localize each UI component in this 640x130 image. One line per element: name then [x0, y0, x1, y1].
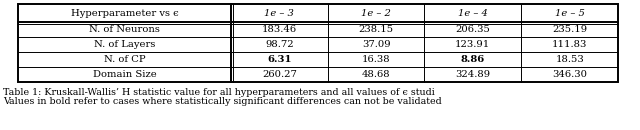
- Text: Table 1: Kruskall-Wallis’ H statistic value for all hyperparameters and all valu: Table 1: Kruskall-Wallis’ H statistic va…: [3, 88, 435, 97]
- Text: 346.30: 346.30: [552, 70, 587, 79]
- Text: 1e – 2: 1e – 2: [361, 8, 391, 18]
- Text: Values in bold refer to cases where statistically significant differences can no: Values in bold refer to cases where stat…: [3, 97, 442, 106]
- Text: 16.38: 16.38: [362, 55, 390, 64]
- Text: N. of Layers: N. of Layers: [94, 40, 155, 49]
- Text: 1e – 4: 1e – 4: [458, 8, 488, 18]
- Text: 206.35: 206.35: [456, 25, 490, 34]
- Text: N. of CP: N. of CP: [104, 55, 145, 64]
- Text: 111.83: 111.83: [552, 40, 588, 49]
- Text: N. of Neurons: N. of Neurons: [89, 25, 160, 34]
- Text: 235.19: 235.19: [552, 25, 587, 34]
- Text: 324.89: 324.89: [455, 70, 490, 79]
- Text: 6.31: 6.31: [267, 55, 292, 64]
- Text: 98.72: 98.72: [265, 40, 294, 49]
- Text: 1e – 3: 1e – 3: [264, 8, 294, 18]
- Text: 260.27: 260.27: [262, 70, 297, 79]
- Text: 48.68: 48.68: [362, 70, 390, 79]
- Text: 183.46: 183.46: [262, 25, 297, 34]
- Text: 238.15: 238.15: [358, 25, 394, 34]
- Text: 1e – 5: 1e – 5: [555, 8, 584, 18]
- Text: 8.86: 8.86: [461, 55, 485, 64]
- Text: Hyperparameter vs ϵ: Hyperparameter vs ϵ: [70, 8, 179, 18]
- Bar: [18, 4, 618, 82]
- Text: 18.53: 18.53: [556, 55, 584, 64]
- Text: 123.91: 123.91: [455, 40, 490, 49]
- Text: 37.09: 37.09: [362, 40, 390, 49]
- Text: Domain Size: Domain Size: [93, 70, 156, 79]
